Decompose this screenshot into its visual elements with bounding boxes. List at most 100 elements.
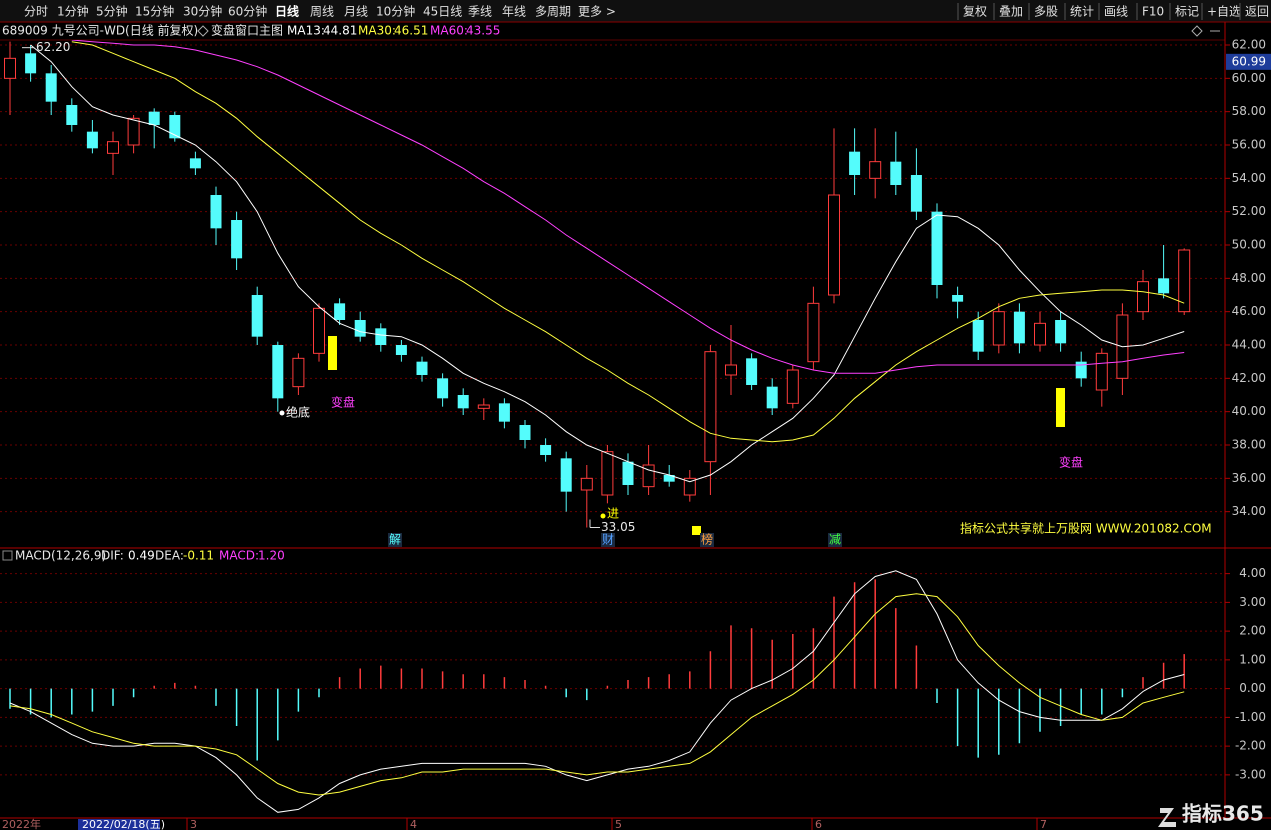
- legend-name: MACD:: [219, 549, 259, 563]
- y-tick-label: 1.00: [1239, 652, 1266, 666]
- candle-body: [622, 461, 634, 485]
- candle-body: [1013, 311, 1025, 344]
- y-tick-label: 34.00: [1232, 504, 1266, 518]
- y-tick-label: 60.00: [1232, 71, 1266, 85]
- candle-body: [828, 194, 840, 296]
- toolbar-item[interactable]: 叠加: [999, 5, 1023, 19]
- signal-buy: 进: [607, 507, 619, 521]
- y-tick-label: 0.00: [1239, 681, 1266, 695]
- candle-body: [292, 357, 305, 388]
- y-tick-label: 4.00: [1239, 566, 1266, 580]
- y-tick-label: 38.00: [1232, 438, 1266, 452]
- toolbar-bg: [0, 0, 1271, 22]
- event-label[interactable]: 减: [829, 533, 841, 547]
- candle-body: [869, 161, 882, 179]
- candle-body: [395, 345, 407, 355]
- y-tick-label: 58.00: [1232, 104, 1266, 118]
- toolbar-item[interactable]: 10分钟: [376, 4, 415, 19]
- candle-body: [375, 328, 387, 345]
- toolbar-item[interactable]: 15分钟: [135, 4, 174, 19]
- ma-line: [30, 44, 1185, 483]
- candle-body: [148, 111, 160, 125]
- y-tick-label: -3.00: [1235, 767, 1266, 781]
- y-tick-label: 62.00: [1232, 38, 1266, 52]
- signal-bar: [328, 336, 337, 370]
- signal-dot: [279, 410, 285, 416]
- candle-body: [663, 475, 675, 482]
- icon[interactable]: [2, 550, 13, 561]
- date-label: 6: [815, 818, 822, 830]
- toolbar-item[interactable]: 多周期: [535, 5, 571, 19]
- y-tick-label: 50.00: [1232, 238, 1266, 252]
- signal-bottom: 绝底: [286, 405, 310, 420]
- icon: [197, 25, 209, 37]
- toolbar-item[interactable]: 月线: [344, 5, 368, 19]
- toolbar-item[interactable]: 日线: [275, 4, 299, 19]
- toolbar-item[interactable]: 更多 >: [578, 5, 616, 19]
- candle-body: [1034, 322, 1046, 346]
- event-label[interactable]: 榜: [701, 532, 713, 547]
- toolbar-item[interactable]: 1分钟: [57, 4, 89, 19]
- toolbar-item[interactable]: 统计: [1070, 5, 1094, 19]
- candle-body: [642, 464, 655, 488]
- date-label: 4: [410, 818, 417, 830]
- legend-value: 43.55: [466, 24, 500, 38]
- toolbar-item[interactable]: 45日线: [423, 5, 462, 19]
- candle-body: [910, 175, 922, 212]
- ma-line: [71, 41, 1185, 443]
- candle-body: [231, 220, 243, 259]
- high-label: 62.20: [36, 40, 70, 54]
- toolbar-item[interactable]: 多股: [1034, 5, 1058, 19]
- event-bg: [388, 533, 402, 547]
- event-label[interactable]: 财: [602, 533, 614, 547]
- toolbar-item[interactable]: 周线: [310, 5, 334, 19]
- candle-body: [416, 361, 428, 375]
- candle-body: [890, 161, 902, 185]
- candle-body: [1178, 249, 1191, 313]
- candle-body: [540, 445, 552, 455]
- y-tick-label: 3.00: [1239, 595, 1266, 609]
- toolbar-item[interactable]: 标记: [1175, 5, 1199, 19]
- toolbar-item[interactable]: 季线: [468, 5, 492, 19]
- candle-body: [86, 131, 98, 149]
- chart-title: 变盘窗口主图: [211, 23, 283, 38]
- icon[interactable]: [1191, 25, 1203, 37]
- y-tick-label: 48.00: [1232, 271, 1266, 285]
- macd-line: [9, 570, 1185, 813]
- candle-body: [45, 73, 57, 102]
- legend-value: 44.81: [323, 24, 357, 38]
- y-tick-label: 44.00: [1232, 338, 1266, 352]
- candle-body: [4, 57, 16, 79]
- y-tick-label: 2.00: [1239, 624, 1266, 638]
- toolbar-item[interactable]: 画线: [1104, 5, 1128, 19]
- legend-name: MA60:: [430, 24, 468, 38]
- toolbar-item[interactable]: 60分钟: [228, 4, 267, 19]
- toolbar-item[interactable]: 复权: [963, 5, 987, 19]
- toolbar-item[interactable]: 5分钟: [96, 4, 128, 19]
- signal-bar: [1056, 388, 1065, 427]
- candle-body: [1095, 352, 1108, 391]
- toolbar-item[interactable]: 30分钟: [183, 4, 222, 19]
- candle-body: [189, 158, 201, 169]
- candle-body: [437, 378, 449, 399]
- event-mark: [692, 526, 701, 535]
- y-tick-label: 40.00: [1232, 404, 1266, 418]
- y-tick-label: 42.00: [1232, 371, 1266, 385]
- candle-body: [1158, 278, 1170, 294]
- toolbar-item[interactable]: 返回: [1245, 5, 1269, 19]
- logo-icon: [1158, 808, 1176, 827]
- candle-body: [66, 105, 78, 125]
- date-label: 5: [615, 818, 622, 830]
- event-bg: [828, 533, 842, 547]
- toolbar-item[interactable]: 年线: [502, 5, 526, 19]
- toolbar-item[interactable]: F10: [1142, 5, 1164, 19]
- candle-body: [334, 303, 346, 320]
- event-label[interactable]: 解: [389, 533, 401, 547]
- candle-body: [683, 477, 696, 496]
- candle-body: [457, 395, 469, 409]
- toolbar-item[interactable]: +自选: [1207, 5, 1241, 19]
- toolbar-item[interactable]: 分时: [24, 5, 48, 19]
- candle-body: [952, 295, 964, 302]
